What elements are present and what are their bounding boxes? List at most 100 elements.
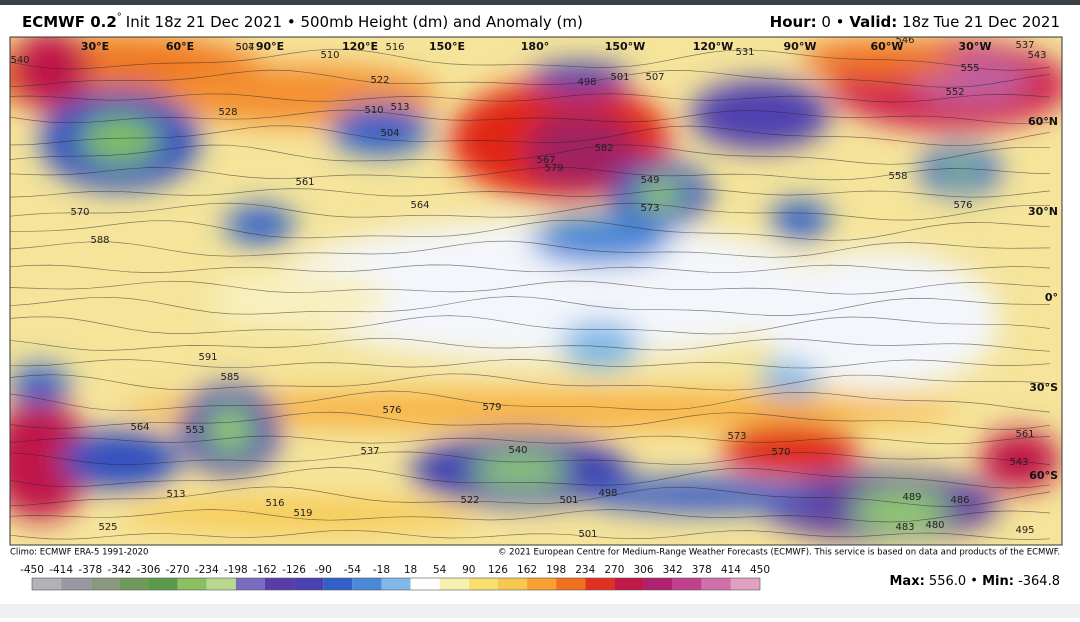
longitude-label: 180° [521,40,549,53]
colorbar-segment [90,578,120,590]
contour-label: 576 [382,405,401,416]
contour-label: 522 [370,75,389,86]
contour-label: 504 [380,128,399,139]
anomaly-shading [850,488,950,532]
colorbar-tick-label: 234 [575,564,595,576]
contour-label: 555 [960,63,979,74]
contour-label: 540 [508,445,527,456]
latitude-label: 0° [1045,291,1058,304]
latitude-label: 30°N [1028,205,1058,218]
colorbar-frame [31,577,761,591]
contour-label: 537 [1015,40,1034,51]
colorbar-tick-label: -306 [137,564,161,576]
contour-label: 501 [610,72,629,83]
colorbar-tick-label: -450 [20,564,44,576]
colorbar-tick-label: 342 [663,564,683,576]
anomaly-shading [225,205,295,245]
height-contour [10,240,1051,258]
contour-label: 531 [735,47,754,58]
anomaly-shading [720,425,860,475]
longitude-label: 30°W [959,40,992,53]
height-contour [10,509,1051,523]
colorbar-segment [643,578,673,590]
longitude-label: 60°E [166,40,194,53]
contour-label: 486 [950,495,969,506]
contour-label: 483 [895,522,914,533]
colorbar-segment [32,578,62,590]
colorbar-segment [148,578,178,590]
colorbar-tick-label: -270 [166,564,190,576]
contour-label: 489 [902,492,921,503]
colorbar-tick-label: 126 [488,564,508,576]
contour-label: 588 [90,235,109,246]
height-contour [10,296,1051,316]
colorbar-segment [556,578,586,590]
contour-label: 570 [70,207,89,218]
height-contour [10,188,1051,198]
colorbar-tick-label: 378 [692,564,712,576]
height-contour [10,69,1051,88]
colorbar-segment [381,578,411,590]
contour-label: 579 [482,402,501,413]
height-contour [10,109,1051,125]
bottom-bar [0,604,1080,618]
colorbar-tick-label: 54 [433,564,447,576]
contour-label: 570 [771,447,790,458]
colorbar-segment [61,578,91,590]
contour-label: 579 [544,163,563,174]
contour-label: 567 [536,155,555,166]
contour-label: 525 [98,522,117,533]
contour-label: 573 [727,431,746,442]
height-contour [10,219,1051,241]
colorbar-tick-label: -342 [107,564,131,576]
height-contour [10,435,1051,445]
height-contour [10,529,1051,540]
contour-label: 553 [185,425,204,436]
contour-label: 591 [198,352,217,363]
anomaly-shading [120,500,480,530]
contour-label: 552 [945,87,964,98]
colorbar-tick-label: 162 [517,564,537,576]
height-contour [10,93,1051,103]
longitude-label: 60°W [871,40,904,53]
colorbar-tick-label: 270 [604,564,624,576]
colorbar-segment [264,578,295,590]
climo: Climo: ECMWF ERA-5 1991-2020 [10,548,148,558]
contour-label: 498 [577,77,596,88]
colorbar-segment [527,578,557,590]
contour-label: 522 [460,495,479,506]
colorbar-tick-label: 18 [404,564,417,576]
longitude-label: 150°E [429,40,465,53]
max-min: Max: 556.0 • Min: -364.8 [889,574,1060,589]
anomaly-shading [760,250,1000,390]
anomaly-shading [10,37,90,110]
latitude-label: 60°N [1028,115,1058,128]
colorbar-tick-label: 414 [721,564,741,576]
height-contour [10,280,1051,295]
colorbar-segment [730,578,760,590]
colorbar-segment [497,578,528,590]
anomaly-shading [580,477,820,513]
colorbar-tick-label: 90 [462,564,475,576]
contour-label: 528 [218,107,237,118]
colorbar-segment [439,578,469,590]
longitude-label: 120°E [342,40,378,53]
contour-label: 582 [594,143,613,154]
anomaly-shading [525,110,635,190]
height-contour [10,467,1051,489]
anomaly-shading [770,200,830,240]
colorbar-segment [614,578,644,590]
contour-label: 564 [410,200,429,211]
colorbar-segment [352,578,382,590]
colorbar-tick-label: -18 [373,564,390,576]
colorbar-tick-label: -54 [344,564,361,576]
height-contour [10,144,1051,165]
contour-label: 513 [166,489,185,500]
anomaly-shading [270,220,830,360]
height-contour [10,411,1051,430]
colorbar-segment [323,578,353,590]
contour-label: 546 [895,35,914,46]
height-contour [10,202,1051,221]
